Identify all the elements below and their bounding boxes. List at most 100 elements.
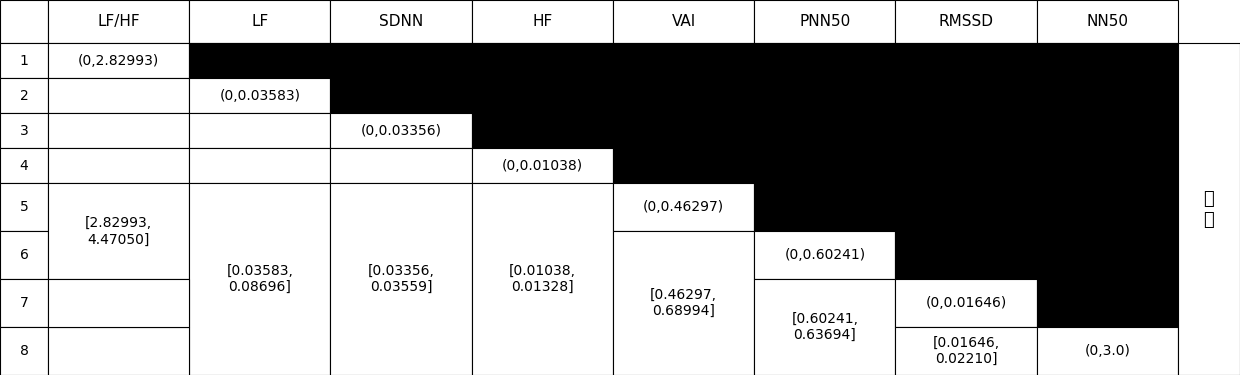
Bar [471, 183, 613, 375]
Text: (0,0.03583): (0,0.03583) [219, 89, 300, 103]
Bar [48, 183, 190, 279]
Text: [0.03583,
0.08696]: [0.03583, 0.08696] [227, 264, 293, 294]
Bar [0, 279, 48, 327]
Bar [1037, 0, 1178, 44]
Bar [895, 44, 1037, 78]
Bar [190, 78, 330, 114]
Bar [754, 279, 895, 375]
Bar [48, 327, 190, 375]
Text: SDNN: SDNN [379, 14, 423, 29]
Bar [613, 114, 754, 148]
Text: 3: 3 [20, 124, 29, 138]
Text: 4: 4 [20, 159, 29, 173]
Bar [754, 78, 895, 114]
Bar [754, 148, 895, 183]
Bar [471, 78, 613, 114]
Text: (0,0.01646): (0,0.01646) [925, 296, 1007, 310]
Bar [48, 78, 190, 114]
Text: 放
松: 放 松 [1204, 190, 1214, 229]
Bar [0, 78, 48, 114]
Text: (0,0.60241): (0,0.60241) [784, 248, 866, 262]
Text: [0.03356,
0.03559]: [0.03356, 0.03559] [367, 264, 434, 294]
Bar [330, 0, 471, 44]
Bar [895, 114, 1037, 148]
Bar [1037, 327, 1178, 375]
Bar [613, 231, 754, 375]
Text: [0.46297,
0.68994]: [0.46297, 0.68994] [650, 288, 717, 318]
Bar [0, 148, 48, 183]
Bar [48, 0, 190, 44]
Bar [0, 114, 48, 148]
Text: LF: LF [252, 14, 268, 29]
Bar [1037, 183, 1178, 231]
Bar [1037, 148, 1178, 183]
Text: (0,0.03356): (0,0.03356) [361, 124, 441, 138]
Text: (0,2.82993): (0,2.82993) [78, 54, 159, 68]
Bar [754, 0, 895, 44]
Bar [1037, 44, 1178, 78]
Bar [48, 114, 190, 148]
Bar [330, 78, 471, 114]
Bar [48, 44, 190, 78]
Text: RMSSD: RMSSD [939, 14, 993, 29]
Text: 8: 8 [20, 344, 29, 358]
Text: (0,0.01038): (0,0.01038) [502, 159, 583, 173]
Bar [190, 114, 330, 148]
Text: 1: 1 [20, 54, 29, 68]
Bar [1037, 231, 1178, 279]
Bar [895, 279, 1037, 327]
Bar [754, 231, 895, 279]
Bar [895, 0, 1037, 44]
Text: [0.01646,
0.02210]: [0.01646, 0.02210] [932, 336, 999, 366]
Bar [1037, 78, 1178, 114]
Bar [471, 114, 613, 148]
Bar [0, 183, 48, 231]
Bar [190, 148, 330, 183]
Text: VAI: VAI [671, 14, 696, 29]
Bar [190, 183, 330, 375]
Bar [330, 44, 471, 78]
Bar [330, 183, 471, 375]
Text: (0,0.46297): (0,0.46297) [644, 200, 724, 214]
Bar [0, 0, 48, 44]
Bar [895, 78, 1037, 114]
Bar [613, 44, 754, 78]
Text: [0.60241,
0.63694]: [0.60241, 0.63694] [791, 312, 858, 342]
Bar [613, 78, 754, 114]
Bar [754, 114, 895, 148]
Text: [0.01038,
0.01328]: [0.01038, 0.01328] [508, 264, 575, 294]
Text: 7: 7 [20, 296, 29, 310]
Text: 6: 6 [20, 248, 29, 262]
Bar [48, 279, 190, 327]
Text: (0,3.0): (0,3.0) [1085, 344, 1131, 358]
Bar [613, 148, 754, 183]
Bar [190, 44, 330, 78]
Bar [1037, 114, 1178, 148]
Bar [330, 114, 471, 148]
Bar [1178, 44, 1240, 375]
Text: 2: 2 [20, 89, 29, 103]
Bar [754, 183, 895, 231]
Bar [330, 148, 471, 183]
Bar [754, 44, 895, 78]
Bar [471, 44, 613, 78]
Bar [48, 148, 190, 183]
Bar [0, 231, 48, 279]
Bar [0, 327, 48, 375]
Bar [895, 183, 1037, 231]
Text: PNN50: PNN50 [800, 14, 851, 29]
Bar [895, 327, 1037, 375]
Bar [613, 0, 754, 44]
Bar [471, 0, 613, 44]
Text: 5: 5 [20, 200, 29, 214]
Text: NN50: NN50 [1086, 14, 1128, 29]
Bar [613, 183, 754, 231]
Bar [471, 148, 613, 183]
Bar [0, 44, 48, 78]
Bar [895, 231, 1037, 279]
Bar [190, 0, 330, 44]
Text: [2.82993,
4.47050]: [2.82993, 4.47050] [86, 216, 153, 246]
Text: HF: HF [532, 14, 553, 29]
Text: LF/HF: LF/HF [97, 14, 140, 29]
Bar [1037, 279, 1178, 327]
